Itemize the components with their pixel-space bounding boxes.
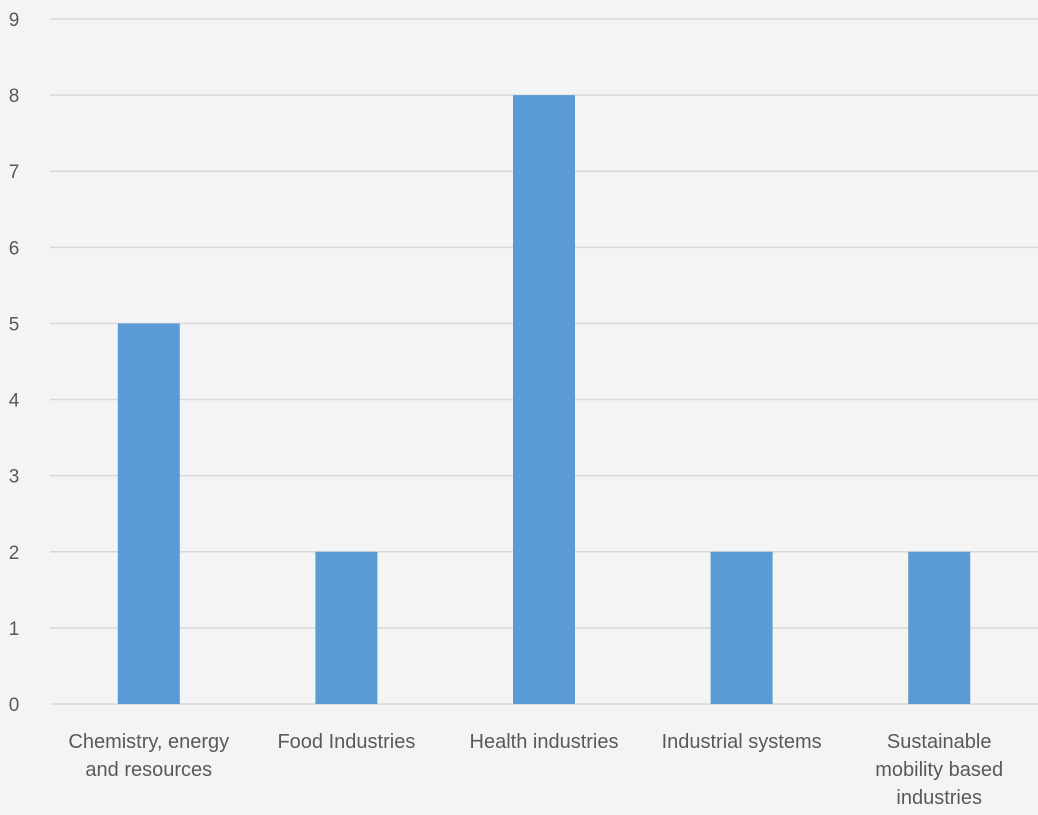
y-tick-label: 4 (9, 391, 20, 412)
x-axis-category-labels: Chemistry, energy and resources Food Indus… (68, 731, 1003, 809)
y-tick-label: 6 (9, 238, 20, 259)
x-category-label: Industrial systems (662, 731, 822, 753)
y-tick-label: 5 (9, 314, 20, 335)
y-axis-tick-labels: 0 1 2 3 4 5 6 7 8 9 (9, 10, 20, 716)
bar (117, 323, 180, 704)
y-tick-label: 8 (9, 86, 20, 107)
bars (117, 95, 971, 705)
y-tick-label: 3 (9, 467, 20, 488)
x-category-label: Health industries (470, 731, 619, 753)
bar (315, 551, 378, 704)
y-tick-label: 9 (9, 10, 20, 31)
x-category-label: Chemistry, energy and resources (68, 731, 229, 781)
bar (908, 551, 971, 704)
x-category-label: Sustainable mobility based industries (875, 731, 1003, 809)
y-tick-label: 1 (9, 619, 20, 640)
y-tick-label: 7 (9, 162, 20, 183)
y-tick-label: 2 (9, 543, 20, 564)
y-tick-label: 0 (9, 695, 20, 716)
bar (710, 551, 773, 704)
x-category-label: Food Industries (277, 731, 415, 753)
bar (513, 95, 575, 705)
